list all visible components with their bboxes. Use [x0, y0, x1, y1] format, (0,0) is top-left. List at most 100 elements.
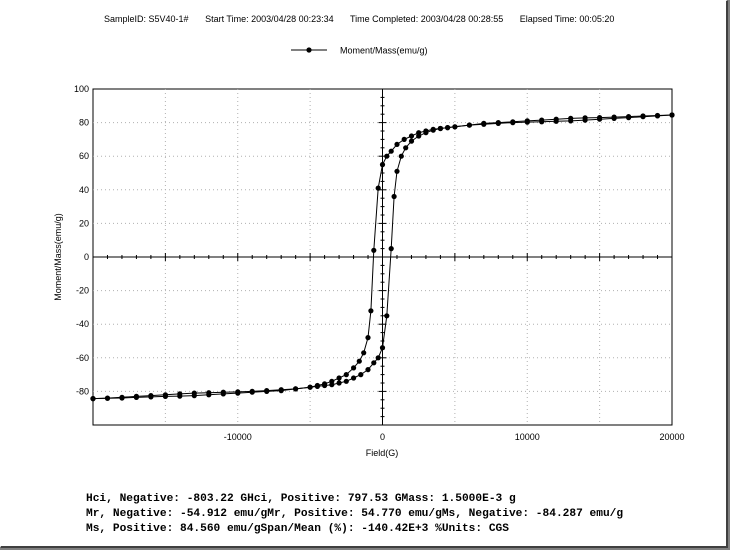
- data-point: [379, 162, 386, 168]
- data-point: [481, 120, 487, 126]
- data-point: [379, 345, 386, 351]
- data-point: [403, 145, 409, 151]
- y-tick-label: 100: [74, 84, 89, 94]
- data-point: [365, 367, 371, 373]
- data-point: [597, 115, 603, 121]
- data-point: [314, 383, 320, 389]
- data-point: [293, 386, 299, 392]
- data-point: [371, 360, 377, 366]
- data-point: [133, 393, 139, 399]
- data-point: [654, 112, 661, 119]
- data-point: [582, 115, 588, 121]
- data-point: [356, 358, 362, 364]
- data-point: [358, 372, 364, 378]
- x-tick-label: 20000: [659, 432, 684, 442]
- data-point: [249, 388, 255, 394]
- data-point: [361, 350, 367, 356]
- data-point: [343, 372, 349, 378]
- data-point: [371, 247, 377, 253]
- data-point: [408, 138, 415, 144]
- data-point: [375, 185, 381, 191]
- data-point: [391, 193, 397, 200]
- data-point: [329, 382, 335, 388]
- data-point: [669, 112, 675, 118]
- data-point: [423, 130, 429, 136]
- data-point: [375, 355, 381, 361]
- data-point: [401, 136, 407, 142]
- data-point: [220, 389, 226, 395]
- data-point: [177, 391, 183, 397]
- data-point: [322, 382, 328, 389]
- tick-labels: -80 -60 -40 -20 0 20 40 60 80 100 -10000 0 10000 2000…: [74, 84, 685, 442]
- x-tick-label: 10000: [515, 432, 540, 442]
- data-point: [524, 118, 530, 124]
- elapsed-time: Elapsed Time: 00:05:20: [519, 14, 615, 24]
- data-point: [394, 141, 400, 147]
- y-tick-label: 20: [79, 218, 89, 228]
- data-point: [568, 115, 574, 121]
- data-point: [437, 125, 443, 132]
- data-point: [510, 119, 516, 125]
- statistics-panel: Hci, Negative: -803.22 GHci, Positive: 7…: [86, 492, 623, 537]
- stats-line-1: Hci, Negative: -803.22 GHci, Positive: 7…: [86, 493, 516, 505]
- data-point: [640, 113, 646, 119]
- x-axis-label: Field(G): [366, 448, 399, 458]
- measurement-header: SampleID: S5V40-1# Start Time: 2003/04/2…: [104, 14, 628, 24]
- data-point: [264, 388, 270, 394]
- y-tick-label: 60: [79, 151, 89, 161]
- y-tick-label: -20: [76, 286, 89, 296]
- sample-id: SampleID: S5V40-1#: [104, 14, 189, 24]
- stats-line-3: Ms, Positive: 84.560 emu/gSpan/Mean (%):…: [86, 523, 509, 535]
- data-point: [553, 116, 559, 122]
- data-point: [539, 117, 545, 123]
- data-point: [104, 395, 111, 401]
- data-point: [191, 390, 197, 396]
- data-point: [384, 153, 390, 159]
- data-point: [336, 375, 342, 381]
- y-tick-label: 40: [79, 185, 89, 195]
- y-tick-label: -80: [76, 386, 89, 396]
- data-point: [351, 365, 357, 371]
- y-axis-label: Moment/Mass(emu/g): [53, 213, 63, 301]
- legend: Moment/Mass(emu/g): [291, 46, 428, 56]
- data-point: [351, 375, 357, 381]
- data-point: [278, 387, 284, 393]
- start-time: Start Time: 2003/04/28 00:23:34: [205, 14, 334, 24]
- stats-line-2: Mr, Negative: -54.912 emu/gMr, Positive:…: [86, 508, 624, 520]
- data-point: [445, 125, 451, 131]
- time-completed: Time Completed: 2003/04/28 00:28:55: [350, 14, 504, 24]
- data-point: [416, 133, 422, 139]
- data-point: [206, 390, 212, 396]
- series-moment-mass: [90, 112, 675, 402]
- data-point: [365, 335, 371, 341]
- data-point: [119, 394, 125, 400]
- data-point: [307, 384, 313, 390]
- data-point: [336, 380, 342, 386]
- data-point: [235, 389, 241, 395]
- x-tick-label: -10000: [224, 432, 252, 442]
- data-point: [384, 313, 390, 319]
- data-point: [388, 148, 394, 154]
- x-tick-label: 0: [380, 432, 385, 442]
- y-tick-label: 0: [84, 252, 89, 262]
- data-point: [388, 246, 394, 252]
- y-tick-label: -40: [76, 319, 89, 329]
- data-point: [611, 114, 617, 120]
- data-point: [90, 396, 96, 402]
- data-point: [452, 124, 458, 130]
- data-point: [626, 114, 632, 120]
- data-point: [408, 133, 415, 139]
- legend-label: Moment/Mass(emu/g): [340, 46, 428, 56]
- data-point: [430, 127, 436, 133]
- y-tick-label: 80: [79, 118, 89, 128]
- data-point: [148, 393, 154, 399]
- legend-marker: [306, 47, 312, 53]
- y-tick-label: -60: [76, 353, 89, 363]
- data-point: [398, 153, 404, 159]
- data-point: [162, 392, 168, 398]
- data-point: [495, 120, 501, 126]
- data-point: [394, 168, 400, 174]
- data-point: [368, 308, 374, 314]
